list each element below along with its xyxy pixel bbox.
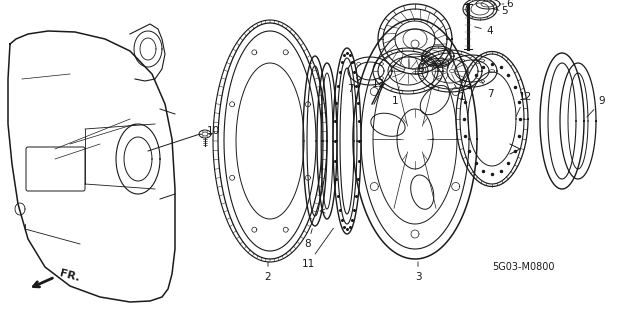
Text: 5: 5 <box>497 6 508 16</box>
Text: 1: 1 <box>454 85 465 102</box>
Text: 7: 7 <box>481 81 493 99</box>
Text: FR.: FR. <box>58 269 81 284</box>
Text: 9: 9 <box>587 96 605 117</box>
Text: 13: 13 <box>371 79 385 94</box>
Text: 2: 2 <box>265 262 271 282</box>
Text: 5G03-M0800: 5G03-M0800 <box>492 262 554 272</box>
Text: 11: 11 <box>301 228 333 269</box>
Text: 4: 4 <box>475 26 493 36</box>
Text: 8: 8 <box>305 229 312 249</box>
Text: 5: 5 <box>419 56 430 66</box>
Text: 7: 7 <box>347 79 360 94</box>
Text: 1: 1 <box>392 87 399 106</box>
Text: 6: 6 <box>502 0 513 9</box>
Text: 12: 12 <box>516 92 532 116</box>
Text: 10: 10 <box>207 126 220 136</box>
Text: 3: 3 <box>415 262 421 282</box>
Text: 6: 6 <box>418 64 430 74</box>
